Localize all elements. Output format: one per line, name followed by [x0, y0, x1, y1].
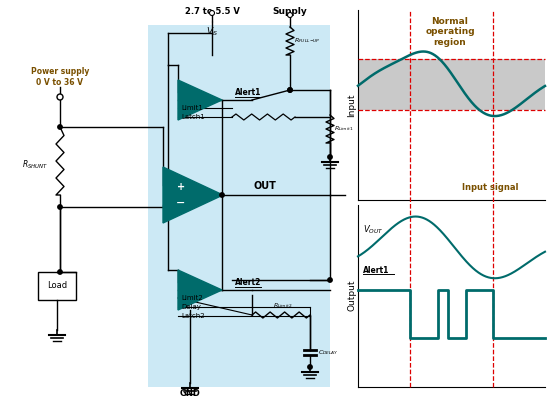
- Bar: [148, 25, 330, 387]
- Text: Alert1: Alert1: [363, 266, 389, 275]
- Circle shape: [288, 13, 293, 17]
- Circle shape: [210, 11, 215, 15]
- Circle shape: [288, 88, 292, 92]
- Circle shape: [220, 193, 224, 197]
- Text: $R_{Limit1}$: $R_{Limit1}$: [334, 125, 354, 134]
- Circle shape: [308, 365, 312, 369]
- Polygon shape: [178, 80, 222, 120]
- Text: Alert2: Alert2: [235, 278, 261, 287]
- Text: Limit2: Limit2: [181, 295, 203, 301]
- Text: OUT: OUT: [254, 181, 277, 191]
- Text: Load: Load: [47, 281, 67, 290]
- Bar: [358, 59, 545, 111]
- Text: Input signal: Input signal: [462, 183, 518, 192]
- Text: Delay: Delay: [181, 304, 201, 310]
- Text: $C_{DELAY}$: $C_{DELAY}$: [318, 349, 339, 358]
- Circle shape: [58, 205, 62, 209]
- Text: −: −: [177, 198, 186, 208]
- Text: $V_{OUT}$: $V_{OUT}$: [363, 223, 383, 236]
- Circle shape: [328, 278, 332, 282]
- Text: +: +: [177, 182, 185, 192]
- Text: Normal
operating
region: Normal operating region: [425, 17, 475, 47]
- Circle shape: [288, 88, 292, 92]
- Polygon shape: [178, 270, 222, 310]
- Text: 2.7 to 5.5 V: 2.7 to 5.5 V: [185, 7, 239, 16]
- Circle shape: [328, 155, 332, 159]
- Text: $R_{Limit2}$: $R_{Limit2}$: [273, 301, 293, 310]
- Text: Limit1: Limit1: [181, 105, 203, 111]
- Text: Alert1: Alert1: [235, 88, 261, 97]
- Text: Latch1: Latch1: [181, 114, 205, 120]
- Text: Input: Input: [348, 93, 356, 117]
- Text: Power supply
0 V to 36 V: Power supply 0 V to 36 V: [31, 67, 89, 87]
- Polygon shape: [163, 167, 223, 223]
- Text: Latch2: Latch2: [181, 313, 205, 319]
- Bar: [38, 272, 76, 300]
- Text: Supply: Supply: [273, 7, 307, 16]
- Text: $R_{SHUNT}$: $R_{SHUNT}$: [22, 159, 48, 171]
- Circle shape: [58, 125, 62, 129]
- Text: $V_S$: $V_S$: [206, 25, 218, 38]
- Circle shape: [58, 270, 62, 274]
- Text: Output: Output: [348, 279, 356, 311]
- Circle shape: [57, 94, 63, 100]
- Text: GND: GND: [179, 389, 200, 398]
- Text: $R_{PULL\mathrm{-}UP}$: $R_{PULL\mathrm{-}UP}$: [294, 36, 321, 45]
